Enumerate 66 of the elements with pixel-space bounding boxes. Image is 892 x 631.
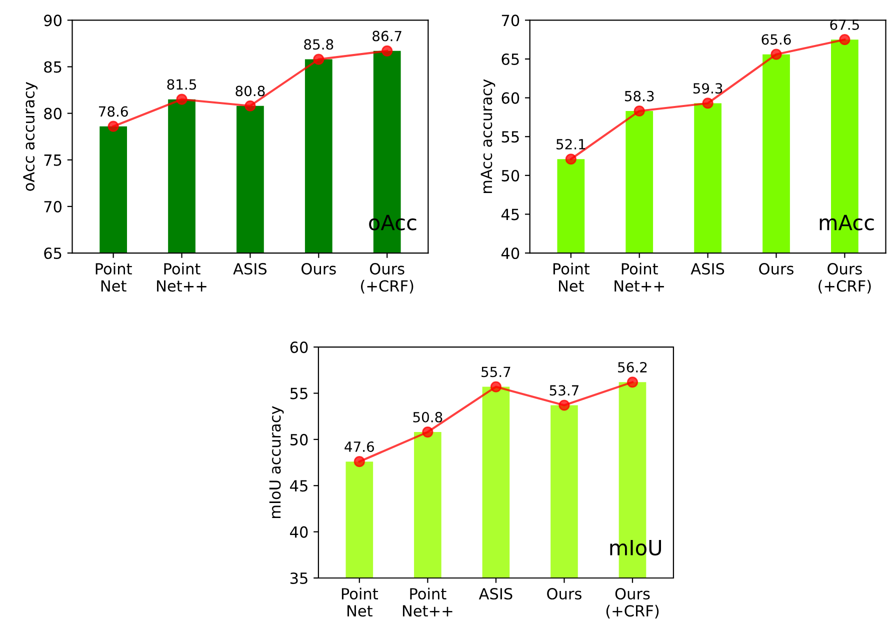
y-tick-label: 90: [44, 14, 62, 26]
point: [626, 376, 638, 388]
point: [176, 94, 188, 105]
x-tick-label: ASIS: [478, 588, 512, 600]
x-tick-label: Point Net++: [614, 262, 664, 292]
data-label: 81.5: [167, 79, 196, 90]
x-tick-label: Ours (+CRF): [606, 588, 659, 618]
y-tick-label: 50: [502, 170, 520, 182]
y-axis-title: mIoU accuracy: [269, 406, 284, 518]
y-tick-label: 75: [44, 154, 62, 166]
x-tick-label: Point Net++: [157, 262, 206, 292]
point: [354, 456, 365, 468]
point: [558, 400, 570, 411]
y-tick-label: 45: [501, 208, 519, 220]
point: [839, 34, 850, 46]
data-label: 78.6: [98, 106, 128, 117]
data-label: 59.3: [693, 83, 722, 94]
data-label: 50.8: [413, 412, 442, 422]
point: [565, 154, 576, 165]
data-label: 65.6: [762, 34, 791, 45]
y-tick-label: 65: [44, 247, 62, 260]
y-tick-label: 45: [290, 480, 308, 492]
y-tick-label: 35: [290, 572, 308, 584]
data-label: 55.7: [482, 366, 510, 378]
x-tick-label: ASIS: [690, 263, 724, 275]
y-tick-label: 40: [501, 247, 520, 260]
point: [702, 98, 714, 109]
point: [422, 426, 434, 438]
data-label: 52.1: [556, 138, 586, 150]
point: [244, 100, 256, 112]
x-tick-label: Ours (+CRF): [361, 263, 414, 294]
y-tick-label: 70: [44, 200, 62, 212]
y-tick-label: 40: [290, 526, 308, 538]
point: [382, 45, 393, 56]
x-tick-label: Ours: [302, 263, 336, 275]
data-label: 86.7: [372, 30, 402, 42]
x-tick-label: Point Net: [96, 262, 132, 292]
x-tick-label: ASIS: [233, 263, 267, 275]
y-tick-label: 60: [290, 342, 308, 354]
y-tick-label: 80: [44, 108, 62, 120]
x-tick-label: Ours (+CRF): [818, 263, 871, 294]
y-tick-label: 85: [44, 61, 62, 73]
y-tick-label: 50: [290, 434, 308, 446]
point: [108, 120, 119, 132]
data-label: 47.6: [344, 441, 374, 452]
x-tick-label: Point Net++: [402, 588, 452, 617]
y-tick-label: 60: [502, 92, 520, 104]
data-label: 58.3: [624, 90, 654, 102]
point: [490, 381, 502, 392]
x-tick-label: Ours: [759, 263, 794, 275]
y-tick-label: 55: [290, 388, 308, 400]
y-tick-label: 65: [502, 53, 519, 66]
y-tick-label: 70: [502, 14, 520, 26]
data-label: 53.7: [550, 385, 578, 396]
point: [770, 48, 782, 60]
y-axis-title: mAcc accuracy: [480, 79, 496, 194]
point: [313, 54, 324, 65]
data-label: 80.8: [236, 86, 265, 96]
x-tick-label: Ours: [547, 588, 582, 600]
y-tick-label: 55: [502, 131, 519, 143]
x-tick-label: Point Net: [553, 262, 590, 292]
x-tick-label: Point Net: [342, 588, 378, 617]
y-axis-title: oAcc accuracy: [23, 82, 38, 191]
data-label: 85.8: [304, 39, 334, 50]
data-label: 56.2: [618, 362, 647, 373]
point: [634, 105, 645, 117]
